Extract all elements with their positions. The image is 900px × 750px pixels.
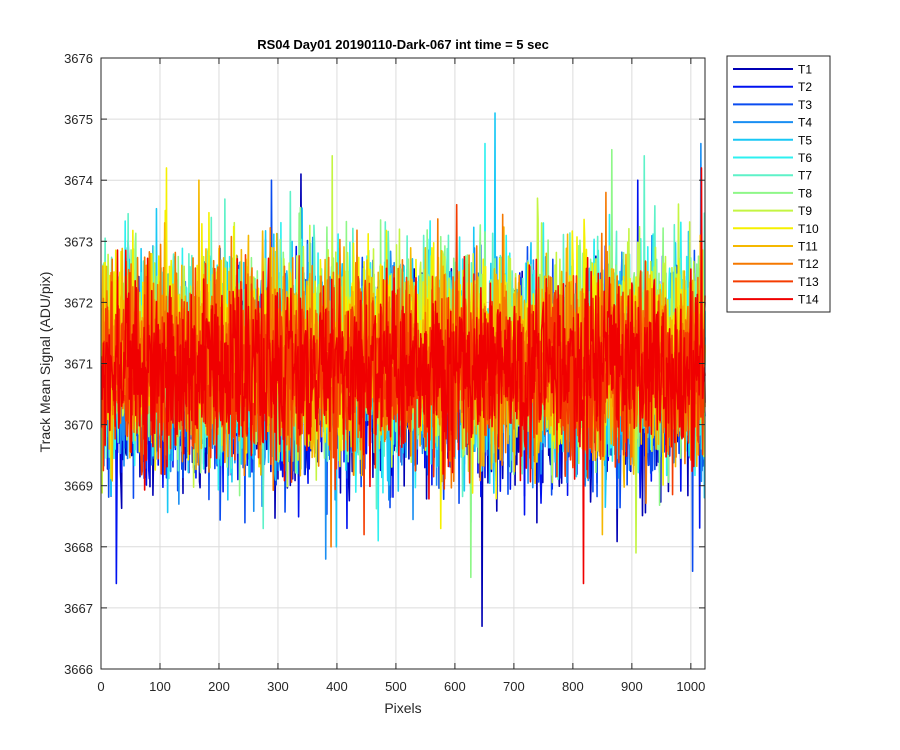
- y-tick-label: 3672: [64, 295, 93, 310]
- legend-label-t2: T2: [798, 80, 812, 94]
- legend-label-t3: T3: [798, 98, 812, 112]
- legend-label-t8: T8: [798, 186, 812, 200]
- x-tick-label: 900: [621, 679, 643, 694]
- series-line-t14: [100, 167, 706, 585]
- y-tick-label: 3668: [64, 540, 93, 555]
- y-tick-label: 3667: [64, 601, 93, 616]
- chart-title: RS04 Day01 20190110-Dark-067 int time = …: [257, 37, 549, 52]
- y-tick-label: 3674: [64, 173, 93, 188]
- y-tick-label: 3673: [64, 234, 93, 249]
- legend-label-t5: T5: [798, 133, 812, 147]
- y-tick-label: 3675: [64, 112, 93, 127]
- legend: T1 T2 T3 T4 T5 T6 T7 T8 T9 T10 T11 T12 T13 T14: [726, 55, 831, 313]
- x-tick-label: 0: [97, 679, 104, 694]
- legend-label-t9: T9: [798, 204, 812, 218]
- x-tick-label: 1000: [676, 679, 705, 694]
- legend-label-t14: T14: [798, 293, 819, 307]
- legend-label-t13: T13: [798, 275, 819, 289]
- y-tick-label: 3676: [64, 51, 93, 66]
- x-tick-label: 700: [503, 679, 525, 694]
- x-tick-label: 600: [444, 679, 466, 694]
- x-tick-label: 200: [208, 679, 230, 694]
- legend-label-t4: T4: [798, 116, 812, 130]
- x-tick-label: 300: [267, 679, 289, 694]
- axis-ticks: 0 100 200 300 400 500 600 700 800 900 1000 3666 3667…: [64, 51, 705, 694]
- y-tick-label: 3669: [64, 479, 93, 494]
- y-axis-label: Track Mean Signal (ADU/pix): [37, 272, 53, 453]
- legend-label-t11: T11: [798, 240, 818, 254]
- y-tick-label: 3671: [64, 357, 93, 372]
- x-tick-label: 500: [385, 679, 407, 694]
- legend-label-t7: T7: [798, 169, 812, 183]
- legend-label-t1: T1: [798, 63, 812, 77]
- y-tick-label: 3666: [64, 662, 93, 677]
- x-axis-label: Pixels: [384, 700, 421, 716]
- legend-label-t6: T6: [798, 151, 812, 165]
- x-tick-label: 800: [562, 679, 584, 694]
- x-tick-label: 400: [326, 679, 348, 694]
- y-tick-label: 3670: [64, 418, 93, 433]
- series-lines: [100, 112, 706, 628]
- legend-box: [726, 55, 831, 313]
- legend-label-t12: T12: [798, 257, 819, 271]
- x-tick-label: 100: [149, 679, 171, 694]
- legend-label-t10: T10: [798, 222, 819, 236]
